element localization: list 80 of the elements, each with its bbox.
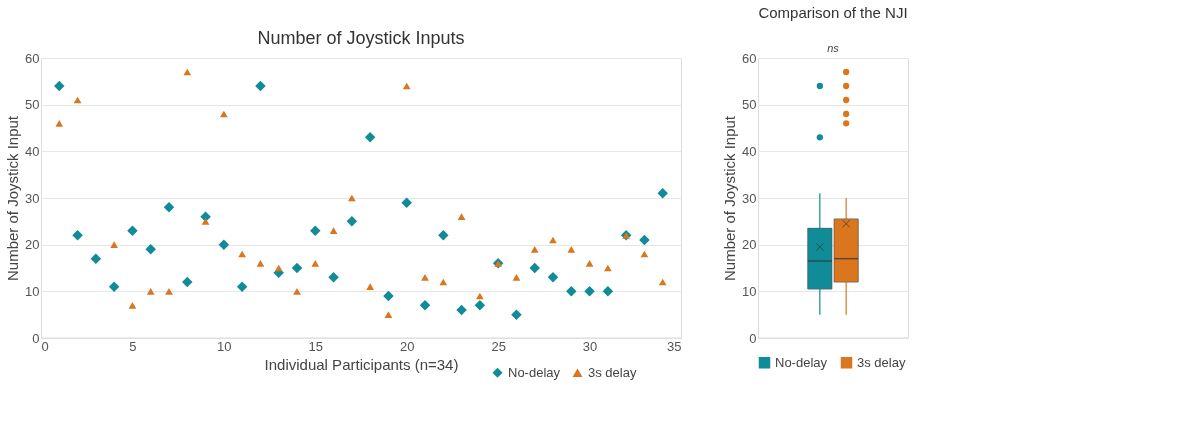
- point: [585, 259, 594, 267]
- point: [182, 276, 193, 288]
- point: [293, 287, 301, 295]
- point: [512, 273, 521, 281]
- point: [218, 239, 230, 250]
- point: [73, 96, 82, 104]
- point: [328, 272, 339, 283]
- legend-label: 3s delay: [857, 354, 906, 370]
- legend-label: No-delay: [508, 364, 561, 380]
- point: [200, 211, 211, 222]
- point: [72, 230, 83, 241]
- point: [366, 283, 375, 291]
- point: [311, 259, 320, 267]
- y-tick-label: 20: [25, 237, 40, 253]
- point: [55, 119, 64, 127]
- x-tick-label: 35: [667, 338, 682, 354]
- point: [383, 290, 394, 302]
- point: [384, 311, 393, 319]
- point: [421, 273, 429, 281]
- point: [145, 244, 156, 255]
- point: [401, 197, 412, 208]
- point: [201, 217, 210, 225]
- y-tick-label: 60: [742, 50, 757, 66]
- point: [438, 230, 449, 241]
- y-axis-title: Number of Joystick Input: [4, 115, 22, 282]
- point: [163, 202, 175, 213]
- point: [529, 262, 540, 274]
- point: [584, 286, 595, 297]
- point: [511, 309, 522, 320]
- point: [127, 225, 138, 236]
- point: [566, 286, 577, 297]
- x-axis-title: Individual Participants (n=34): [264, 355, 459, 373]
- point: [256, 259, 265, 267]
- point: [54, 80, 65, 92]
- point: [310, 225, 321, 236]
- point: [108, 281, 120, 292]
- point: [236, 281, 248, 292]
- point: [291, 262, 303, 274]
- chart-title: Comparison of the NJI: [758, 4, 908, 21]
- y-axis-title: Number of Joystick Input: [721, 115, 739, 282]
- point: [639, 234, 650, 246]
- y-tick-label: 10: [25, 283, 40, 299]
- point: [255, 80, 266, 92]
- y-tick-label: 60: [25, 50, 40, 66]
- x-tick-label: 5: [129, 338, 137, 354]
- point: [165, 287, 173, 295]
- text: ns: [827, 42, 840, 54]
- point: [657, 188, 668, 199]
- y-tick-label: 30: [742, 190, 757, 206]
- point: [128, 301, 137, 309]
- point: [457, 213, 466, 221]
- y-tick-label: 50: [742, 97, 757, 113]
- point: [90, 253, 102, 264]
- x-tick-label: 25: [491, 338, 506, 354]
- chart-title: Number of Joystick Inputs: [257, 28, 465, 48]
- point: [346, 216, 358, 227]
- y-tick-label: 30: [25, 190, 40, 206]
- point: [602, 286, 614, 297]
- point: [474, 300, 486, 311]
- y-tick-label: 50: [25, 97, 40, 113]
- point: [547, 272, 559, 283]
- legend-label: 3s delay: [588, 364, 637, 380]
- point: [110, 241, 119, 249]
- x-tick-label: 15: [308, 338, 324, 354]
- point: [456, 304, 467, 316]
- x-tick-label: 20: [399, 338, 415, 354]
- point: [238, 250, 247, 258]
- point: [567, 245, 576, 253]
- point: [329, 227, 338, 235]
- point: [530, 245, 539, 253]
- legend-label: No-delay: [775, 354, 828, 370]
- y-tick-label: 20: [742, 237, 757, 253]
- x-tick-label: 30: [582, 338, 598, 354]
- y-tick-label: 10: [742, 283, 757, 299]
- y-tick-label: 40: [25, 143, 40, 159]
- point: [364, 132, 376, 143]
- x-tick-label: 10: [217, 338, 232, 354]
- point: [419, 300, 431, 311]
- point: [146, 287, 155, 295]
- y-tick-label: 40: [742, 143, 757, 159]
